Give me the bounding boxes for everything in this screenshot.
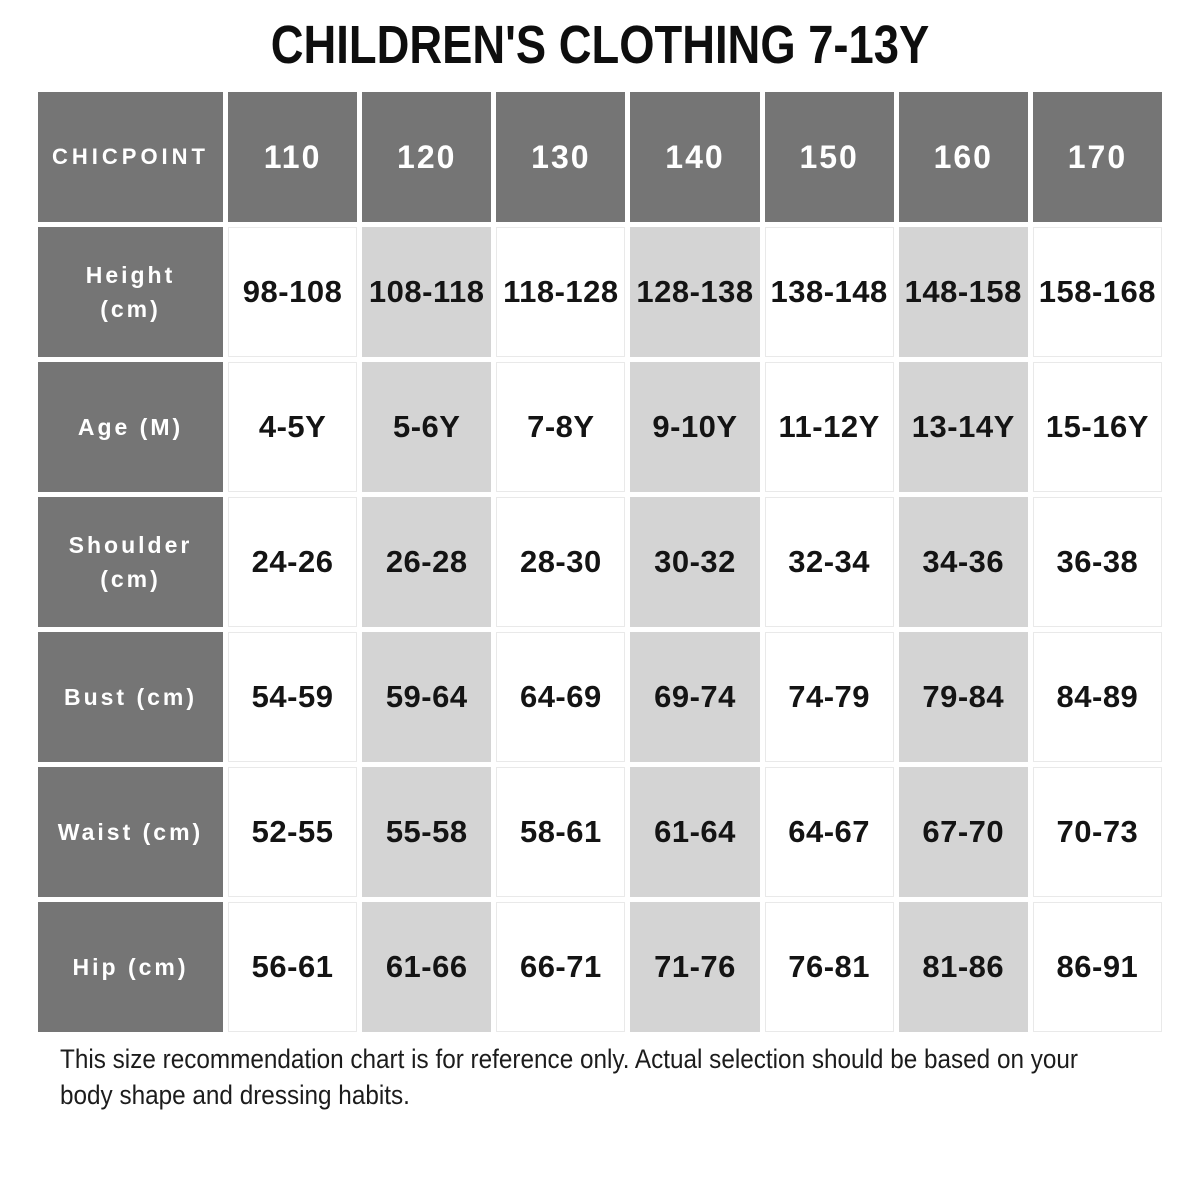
value-cell: 11-12Y	[764, 362, 894, 492]
size-column-header: 110	[228, 92, 358, 222]
size-column-header: 140	[630, 92, 760, 222]
value-cell: 66-71	[496, 902, 626, 1032]
value-cell: 128-138	[630, 227, 760, 357]
value-cell: 4-5Y	[228, 362, 358, 492]
value-cell: 86-91	[1032, 902, 1162, 1032]
row-label-cell: Age (M)	[38, 362, 223, 492]
row-label-cell: Shoulder (cm)	[38, 497, 223, 627]
value-cell: 138-148	[764, 227, 894, 357]
value-cell: 76-81	[764, 902, 894, 1032]
value-cell: 52-55	[228, 767, 358, 897]
value-cell: 84-89	[1032, 632, 1162, 762]
size-column-header: 170	[1032, 92, 1162, 222]
size-table: CHICPOINT 110 120 130 140 150 160 170 Height (cm…	[38, 92, 1162, 1032]
value-cell: 74-79	[764, 632, 894, 762]
value-cell: 13-14Y	[898, 362, 1028, 492]
value-cell: 24-26	[228, 497, 358, 627]
value-cell: 34-36	[898, 497, 1028, 627]
value-cell: 148-158	[898, 227, 1028, 357]
value-cell: 79-84	[898, 632, 1028, 762]
value-cell: 28-30	[496, 497, 626, 627]
value-cell: 9-10Y	[630, 362, 760, 492]
value-cell: 81-86	[898, 902, 1028, 1032]
disclaimer-text: This size recommendation chart is for re…	[60, 1042, 1140, 1114]
value-cell: 58-61	[496, 767, 626, 897]
value-cell: 67-70	[898, 767, 1028, 897]
value-cell: 32-34	[764, 497, 894, 627]
value-cell: 5-6Y	[362, 362, 492, 492]
value-cell: 64-67	[764, 767, 894, 897]
value-cell: 59-64	[362, 632, 492, 762]
value-cell: 55-58	[362, 767, 492, 897]
row-label-cell: Bust (cm)	[38, 632, 223, 762]
value-cell: 71-76	[630, 902, 760, 1032]
value-cell: 30-32	[630, 497, 760, 627]
value-cell: 70-73	[1032, 767, 1162, 897]
value-cell: 26-28	[362, 497, 492, 627]
value-cell: 56-61	[228, 902, 358, 1032]
value-cell: 69-74	[630, 632, 760, 762]
value-cell: 158-168	[1032, 227, 1162, 357]
value-cell: 15-16Y	[1032, 362, 1162, 492]
row-label-cell: Waist (cm)	[38, 767, 223, 897]
value-cell: 36-38	[1032, 497, 1162, 627]
value-cell: 61-64	[630, 767, 760, 897]
brand-header-cell: CHICPOINT	[38, 92, 223, 222]
size-column-header: 160	[898, 92, 1028, 222]
row-label-cell: Hip (cm)	[38, 902, 223, 1032]
row-label-cell: Height (cm)	[38, 227, 223, 357]
size-column-header: 150	[764, 92, 894, 222]
value-cell: 108-118	[362, 227, 492, 357]
value-cell: 98-108	[228, 227, 358, 357]
value-cell: 64-69	[496, 632, 626, 762]
value-cell: 118-128	[496, 227, 626, 357]
disclaimer-line: body shape and dressing habits.	[60, 1079, 410, 1110]
page-title: CHILDREN'S CLOTHING 7-13Y	[270, 15, 930, 75]
size-column-header: 130	[496, 92, 626, 222]
value-cell: 7-8Y	[496, 362, 626, 492]
value-cell: 54-59	[228, 632, 358, 762]
disclaimer-line: This size recommendation chart is for re…	[60, 1044, 1078, 1074]
value-cell: 61-66	[362, 902, 492, 1032]
size-column-header: 120	[362, 92, 492, 222]
